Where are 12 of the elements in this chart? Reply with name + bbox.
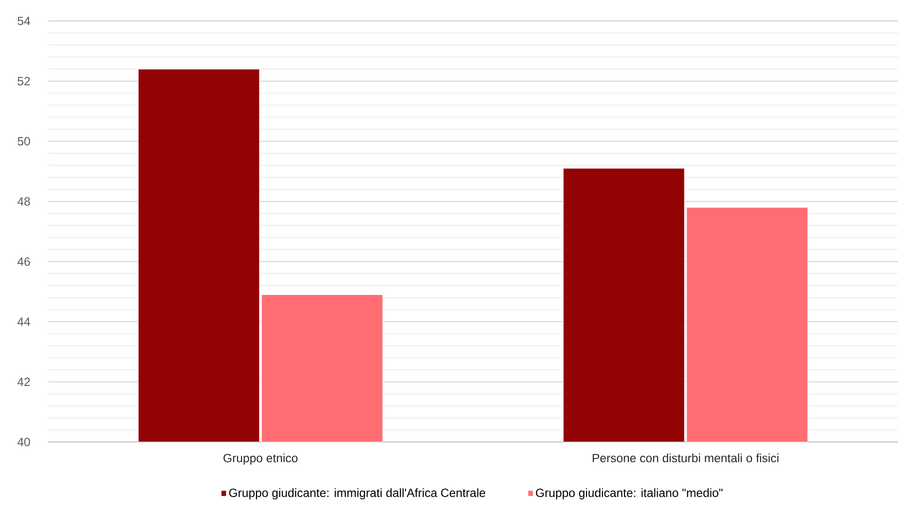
- y-tick-label: 48: [17, 197, 30, 206]
- y-tick-label: 42: [17, 378, 30, 386]
- legend-label: Gruppo giudicante: italiano "medio": [536, 488, 723, 500]
- y-tick-label: 50: [18, 137, 30, 146]
- y-tick-label: 40: [17, 438, 30, 446]
- y-tick-label: 52: [18, 76, 30, 86]
- y-tick-label: 46: [17, 257, 30, 266]
- legend-label: Gruppo giudicante: immigrati dall'Africa Centrale: [229, 488, 486, 500]
- y-tick-label: 54: [18, 16, 30, 26]
- x-tick-label: Gruppo etnico: [224, 454, 298, 465]
- x-tick-label: Persone con disturbi mentali o fisici: [592, 454, 778, 462]
- y-tick-label: 44: [17, 318, 30, 326]
